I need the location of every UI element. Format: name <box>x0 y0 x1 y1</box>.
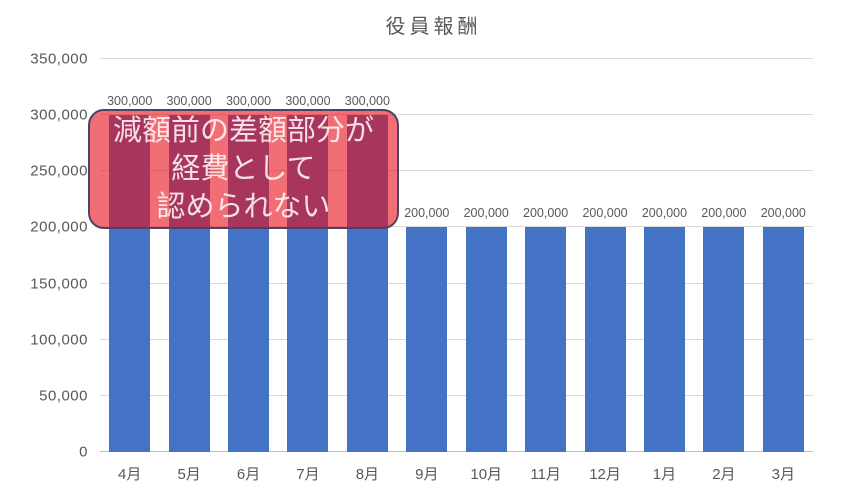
gridline <box>100 114 813 116</box>
bar-value-label: 200,000 <box>701 206 747 221</box>
bar-value-label: 300,000 <box>107 94 153 109</box>
bar-value-label: 200,000 <box>641 206 688 221</box>
bar <box>525 227 567 452</box>
y-axis-tick-label: 150,000 <box>30 275 88 293</box>
annotation-callout: 減額前の差額部分が 経費として 認められない <box>88 109 399 229</box>
y-axis-tick-label: 250,000 <box>30 162 88 180</box>
bar <box>643 227 685 452</box>
bar <box>465 227 507 452</box>
y-axis-tick-label: 300,000 <box>30 106 88 124</box>
y-axis-tick-label: 350,000 <box>30 50 88 68</box>
bar-value-label: 300,000 <box>225 94 272 109</box>
bar <box>584 227 626 452</box>
annotation-text-line: 経費として <box>171 153 316 185</box>
x-axis-tick-label: 9月 <box>415 466 439 483</box>
gridline <box>100 58 813 59</box>
bar-value-label: 200,000 <box>463 206 509 221</box>
gridline <box>100 282 813 284</box>
x-axis-tick-label: 10月 <box>470 466 503 483</box>
x-axis-tick-label: 12月 <box>589 466 621 483</box>
x-axis-tick-label: 7月 <box>296 466 320 483</box>
x-axis-tick-label: 8月 <box>355 466 380 483</box>
bar-value-label: 200,000 <box>523 206 569 221</box>
plot-area: 0 50,000 100,000 150,000 200,000 250,000 300,0… <box>30 51 813 483</box>
bar-value-label: 200,000 <box>760 206 806 221</box>
bar-value-label: 200,000 <box>582 206 628 221</box>
x-axis-tick-label: 2月 <box>712 466 736 483</box>
x-axis-tick-label: 3月 <box>771 466 795 483</box>
x-axis-tick-label: 1月 <box>652 466 677 483</box>
bar <box>406 227 448 452</box>
bar <box>762 227 804 452</box>
x-axis-tick-label: 11月 <box>530 466 561 483</box>
gridline <box>100 338 813 340</box>
annotation-text-line: 認められない <box>156 191 331 223</box>
bar-value-label: 200,000 <box>404 206 450 221</box>
bar-value-label: 300,000 <box>344 94 390 109</box>
x-axis-line <box>100 451 813 452</box>
gridline <box>100 170 813 172</box>
chart-title: 役員報酬 <box>385 16 482 38</box>
gridline <box>100 394 813 396</box>
bar-value-label: 300,000 <box>166 94 212 109</box>
bar-value-label: 300,000 <box>285 94 331 109</box>
x-axis-tick-label: 4月 <box>118 466 142 483</box>
y-axis-tick-label: 0 <box>79 443 88 461</box>
y-axis-tick-label: 50,000 <box>39 387 88 405</box>
gridline <box>100 226 813 228</box>
y-axis-tick-label: 100,000 <box>30 331 88 349</box>
y-axis-tick-label: 200,000 <box>30 218 88 236</box>
x-axis-tick-label: 6月 <box>236 466 261 483</box>
bar <box>703 227 745 452</box>
annotation-text-line: 減額前の差額部分が <box>112 115 374 147</box>
x-axis-tick-label: 5月 <box>177 466 201 483</box>
